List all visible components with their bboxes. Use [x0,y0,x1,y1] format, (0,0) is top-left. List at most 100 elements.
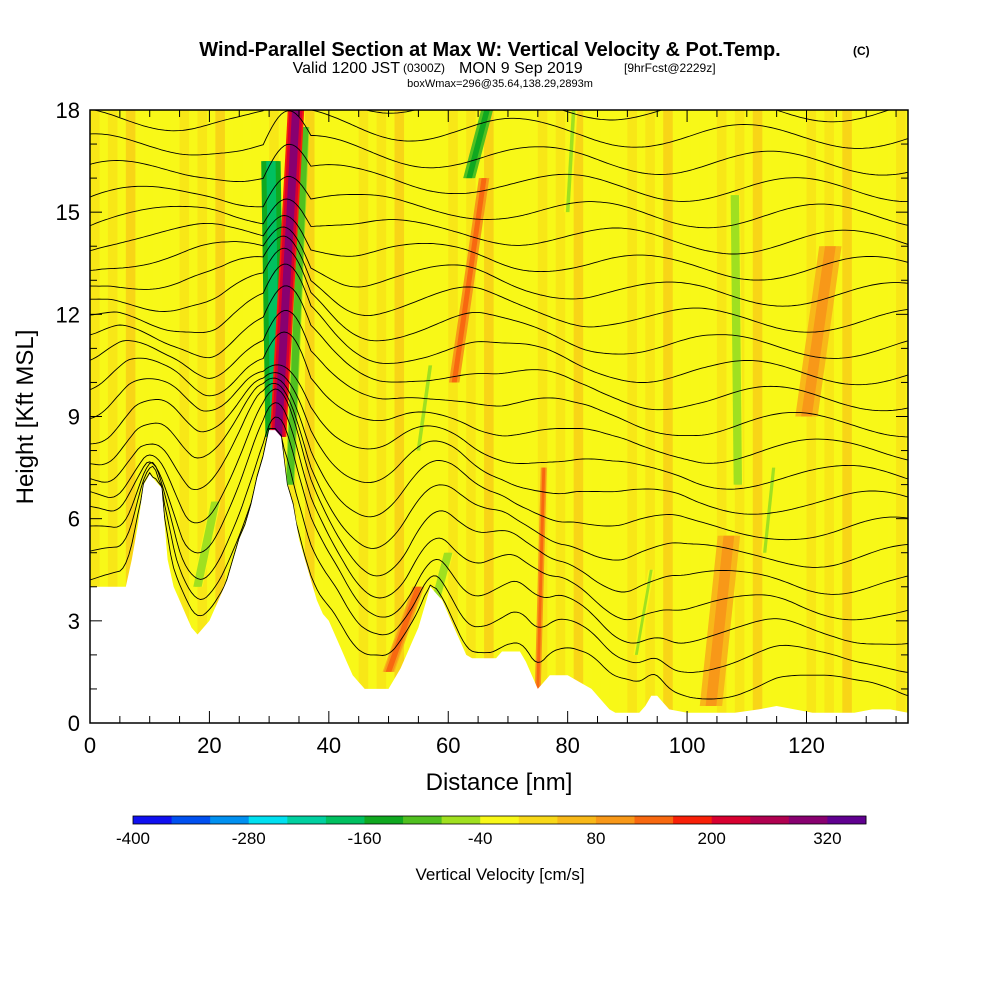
colorbar-tick-label: -400 [116,829,150,848]
copyright-mark: (C) [853,44,870,58]
field-band [860,110,870,723]
y-axis-label: Height [Kft MSL] [12,330,39,505]
field-band [376,110,387,723]
theta-contour [90,110,908,176]
colorbar-swatch [827,816,867,824]
downdraft-region [194,501,218,587]
downdraft-region [763,467,776,553]
colorbar-swatch [595,816,636,824]
x-tick-label: 80 [555,733,579,758]
y-tick-label: 12 [56,302,80,327]
updraft-region [274,110,300,437]
field-band [179,110,190,723]
colorbar-swatch [171,816,211,824]
colorbar-tick-label: 200 [697,829,725,848]
downdraft-region [634,569,653,655]
x-tick-label: 60 [436,733,460,758]
chart-title: Wind-Parallel Section at Max W: Vertical… [199,39,780,61]
plot-area [89,109,909,724]
field-band [663,110,673,723]
updraft-region [451,178,487,383]
forecast-label: [9hrFcst@2229z] [624,61,716,75]
field-band [125,110,136,723]
downdraft-region [565,110,576,213]
field-band [681,110,691,723]
colorbar-swatch [518,816,558,824]
field-band [752,110,763,723]
theta-contour [90,382,908,568]
field-band [519,110,530,723]
field-band [466,110,476,723]
colorbar-tick-label: -280 [232,829,266,848]
y-tick-label: 3 [68,609,80,634]
theta-contour [90,372,908,515]
valid-prefix: Valid 1200 JST [293,60,401,77]
y-tick-label: 9 [68,405,80,430]
downdraft-region [416,365,433,451]
colorbar-swatch [750,816,790,824]
colorbar-tick-label: -160 [347,829,381,848]
field-band [501,110,512,723]
colorbar-tick-label: 320 [813,829,841,848]
y-axis: 0 3 6 9 12 15 18 [56,98,908,736]
updraft-region [385,586,422,672]
colorbar: -400 -280 -160 -40 80 200 320 [116,815,867,848]
field-band [699,110,709,723]
theta-contour [90,377,908,541]
theta-contour [90,364,908,490]
field-band [842,110,852,723]
colorbar-swatch [557,816,597,824]
x-tick-label: 40 [317,733,341,758]
theta-contour [90,215,908,281]
x-axis: 0 20 40 60 80 100 120 [84,110,897,758]
field-band [107,110,118,723]
theta-contour [90,198,908,255]
colorbar-swatch [133,816,173,824]
field-band [322,110,333,723]
colorbar-swatch [788,816,828,824]
theta-contour [92,110,908,149]
field-band [304,110,315,723]
field-band [340,110,351,723]
theta-contour [90,247,908,359]
colorbar-frame [132,815,867,825]
theta-contour [90,310,908,438]
colorbar-swatch [480,816,520,824]
x-tick-label: 0 [84,733,96,758]
updraft-region [536,467,546,689]
y-tick-label: 0 [68,711,80,736]
updraft-region [705,535,735,706]
field-band [537,110,548,723]
theta-contour [90,143,908,203]
theta-contour [90,226,908,307]
field-band [161,110,172,723]
field-band [358,110,369,723]
downdraft-region [287,127,308,485]
box-info: boxWmax=296@35.64,138.29,2893m [407,78,593,90]
x-tick-label: 120 [788,733,825,758]
field-band [555,110,566,723]
valid-utc: (0300Z) [403,61,445,75]
field-band [448,110,458,723]
field-band [770,110,781,723]
field-band [878,110,888,723]
theta-contours [90,110,908,700]
field-band [430,110,440,723]
field-band [788,110,799,723]
theta-contour [90,176,908,229]
theta-contour [90,331,908,464]
theta-contour [90,263,908,386]
field-band [215,110,225,723]
field-band [412,110,422,723]
velocity-field [90,110,906,723]
field-band [591,110,602,723]
colorbar-swatch [248,816,288,824]
theta-contour [90,402,908,621]
field-band [627,110,637,723]
field-band [197,110,208,723]
field-band [143,110,154,723]
field-band [824,110,834,723]
valid-date: MON 9 Sep 2019 [459,60,583,77]
colorbar-tick-label: 80 [586,829,605,848]
